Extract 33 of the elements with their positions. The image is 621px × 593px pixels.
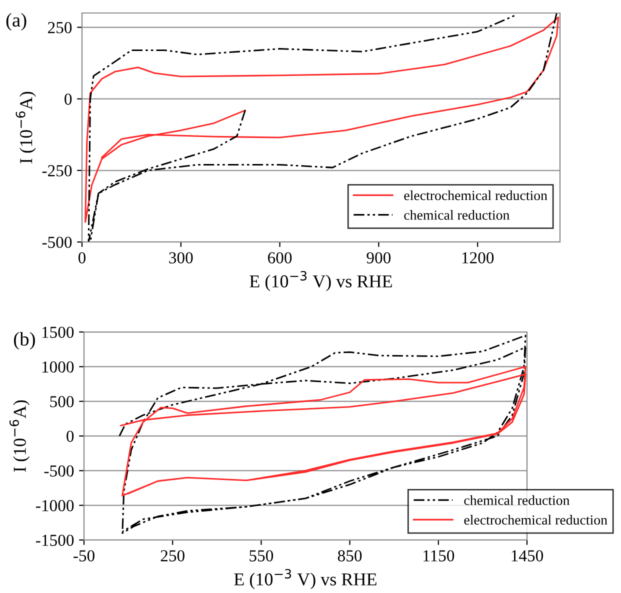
x-tick-label: 300 — [169, 252, 193, 264]
x-tick-label: 900 — [366, 252, 391, 264]
x-tick-label: 1450 — [512, 550, 544, 562]
y-tick-label: -1000 — [36, 500, 74, 512]
legend-label: chemical reduction — [404, 210, 510, 220]
y-tick-label: -1500 — [36, 534, 74, 546]
x-tick-label: 0 — [78, 252, 86, 264]
y-tick-label: 0 — [64, 94, 72, 105]
line-series — [120, 366, 526, 496]
x-axis-title: E (10$^{−3}$ V) vs RHE — [250, 271, 392, 292]
x-tick-label: 250 — [160, 550, 184, 562]
chart-title: (a) — [6, 13, 26, 31]
y-tick-label: 1000 — [42, 361, 74, 373]
y-tick-label: -250 — [42, 165, 72, 176]
x-tick-label: 850 — [338, 550, 362, 562]
y-tick-label: 250 — [48, 22, 72, 34]
x-tick-label: 600 — [268, 252, 292, 264]
y-tick-label: 0 — [66, 430, 74, 442]
y-axis-title: I (10$^{−6}$A) — [16, 92, 36, 164]
x-tick-label: 1200 — [462, 252, 494, 264]
y-tick-label: -500 — [44, 465, 74, 477]
legend-label: electrochemical reduction — [404, 190, 548, 200]
x-axis-title: E (10$^{−3}$ V) vs RHE — [234, 569, 376, 590]
y-axis-title: I (10$^{−6}$A) — [9, 400, 30, 472]
y-tick-label: -500 — [42, 236, 72, 248]
chart-title: (b) — [14, 332, 35, 350]
y-tick-label: 500 — [50, 396, 74, 408]
x-tick-label: 550 — [250, 550, 274, 562]
legend-label: chemical reduction — [464, 495, 570, 506]
y-tick-label: 1500 — [42, 326, 74, 338]
x-tick-label: 1150 — [424, 550, 454, 562]
legend-label: electrochemical reduction — [464, 514, 608, 525]
x-tick-label: -50 — [74, 550, 94, 562]
